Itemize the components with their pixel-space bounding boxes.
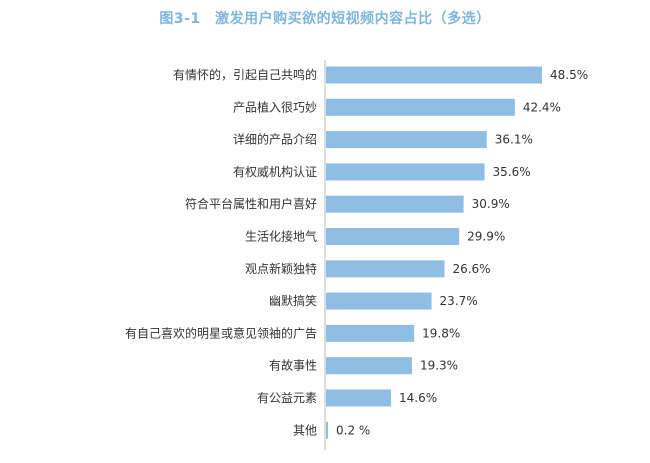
value-label-3: 35.6% [493,165,531,179]
bar-10 [326,389,392,407]
category-label-9: 有故事性 [269,358,317,373]
category-label-1: 产品植入很巧妙 [233,99,317,114]
bar-8 [326,324,415,342]
bar-9 [326,357,412,375]
bar-2 [326,131,487,149]
value-label-6: 26.6% [452,262,490,276]
bar-4 [326,195,464,213]
bar-1 [326,98,515,116]
category-label-2: 详细的产品介绍 [233,132,317,147]
category-label-0: 有情怀的，引起自己共鸣的 [173,67,317,82]
category-label-8: 有自己喜欢的明星或意见领袖的广告 [125,325,317,340]
bar-11 [326,421,328,439]
chart-title: 图3-1 激发用户购买欲的短视频内容占比（多选） [159,11,491,27]
bar-3 [326,163,485,181]
value-label-2: 36.1% [495,133,533,147]
value-label-5: 29.9% [467,230,505,244]
value-label-11: 0.2 % [336,423,370,437]
category-label-3: 有权威机构认证 [233,164,317,179]
bar-0 [326,66,542,84]
category-label-6: 观点新颖独特 [245,261,317,276]
value-label-8: 19.8% [422,326,460,340]
category-label-5: 生活化接地气 [245,229,317,244]
value-label-4: 30.9% [472,197,510,211]
category-label-7: 幽默搞笑 [269,293,317,308]
category-label-4: 符合平台属性和用户喜好 [185,196,317,211]
bar-7 [326,292,432,310]
value-label-7: 23.7% [440,294,478,308]
bar-5 [326,228,460,245]
category-label-11: 其他 [293,423,317,437]
value-label-1: 42.4% [523,100,561,114]
bar-6 [326,260,445,278]
value-label-10: 14.6% [399,391,437,405]
category-label-10: 有公益元素 [257,391,317,405]
value-label-0: 48.5% [550,68,588,82]
value-label-9: 19.3% [420,359,458,373]
